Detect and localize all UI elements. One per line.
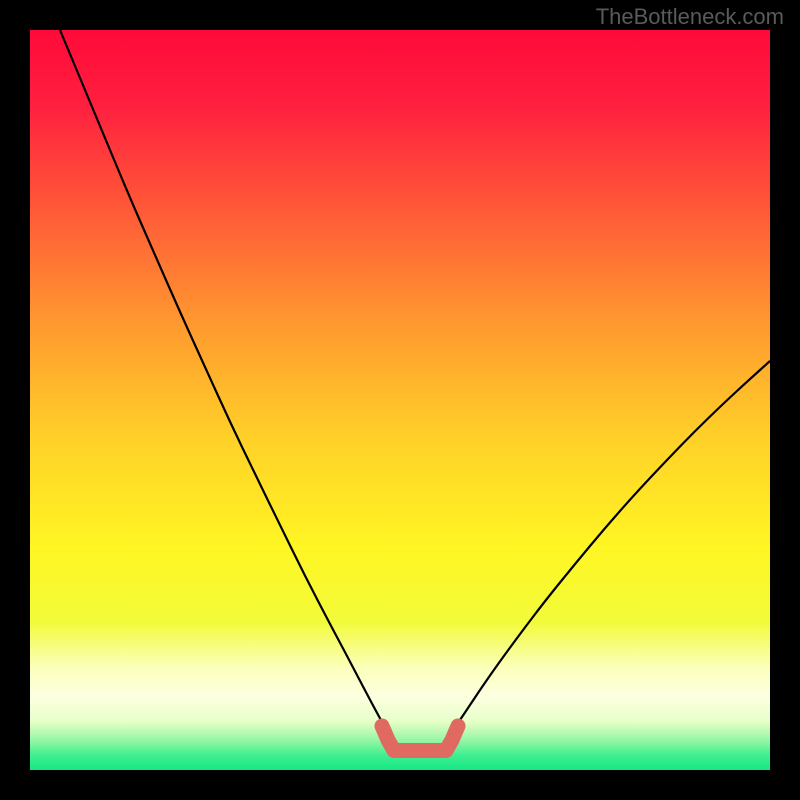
chart-container: TheBottleneck.com xyxy=(0,0,800,800)
baseline-bracket xyxy=(382,726,458,751)
plot-area xyxy=(30,30,770,770)
curves-svg xyxy=(30,30,770,770)
curve-left xyxy=(60,30,387,730)
curve-right xyxy=(453,361,770,730)
frame-border-right xyxy=(770,0,800,800)
frame-border-bottom xyxy=(0,770,800,800)
watermark-text: TheBottleneck.com xyxy=(596,4,784,30)
frame-border-left xyxy=(0,0,30,800)
